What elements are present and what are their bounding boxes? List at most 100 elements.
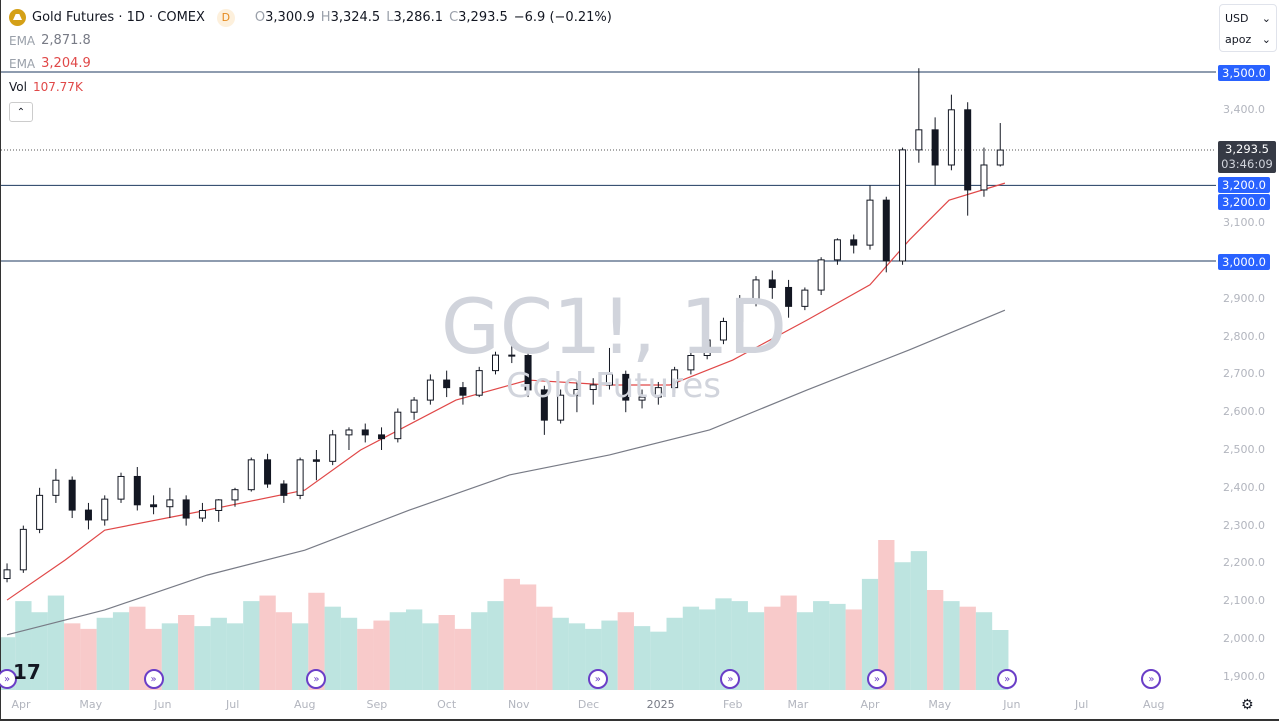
volume-bar — [31, 612, 48, 690]
volume-bar — [129, 606, 146, 690]
candle-down — [931, 129, 939, 166]
candle-down — [280, 483, 288, 496]
candle-down — [84, 509, 92, 521]
unit-select[interactable]: apoz ⌄ — [1225, 33, 1271, 46]
candle-up — [198, 509, 206, 519]
volume-bar — [96, 617, 113, 690]
volume-bar — [487, 601, 504, 690]
time-tick: 2025 — [646, 698, 675, 711]
close-value: 3,293.5 — [458, 10, 508, 25]
economic-event-icon[interactable]: » — [866, 669, 887, 689]
ema-slow-legend[interactable]: EMA 2,871.8 — [9, 33, 91, 48]
volume-bar — [389, 612, 407, 690]
economic-event-icon[interactable]: » — [306, 669, 327, 689]
economic-event-icon[interactable]: » — [0, 669, 18, 689]
candle-up — [703, 339, 711, 357]
volume-bar — [666, 617, 683, 690]
volume-bar — [373, 620, 390, 690]
volume-bar — [699, 609, 716, 690]
ema-fast-legend[interactable]: EMA 3,204.9 — [9, 56, 91, 71]
candle-up — [899, 149, 907, 262]
volume-bar — [633, 626, 651, 690]
volume-bar — [112, 612, 130, 690]
price-tick: 2,400.0 — [1223, 480, 1265, 494]
candle-down — [850, 239, 858, 246]
economic-event-icon[interactable]: » — [1141, 669, 1162, 689]
candle-up — [19, 528, 27, 571]
candle-up — [215, 499, 223, 511]
candle-up — [980, 164, 988, 191]
symbol-title[interactable]: Gold Futures · 1D · COMEX — [32, 10, 205, 25]
chart-legend: Gold Futures · 1D · COMEX D O 3,300.9 H 3,… — [9, 6, 612, 122]
volume-bar — [422, 623, 439, 690]
candle-down — [378, 434, 386, 440]
settings-icon[interactable]: ⚙ — [1241, 697, 1254, 713]
price-chart[interactable] — [1, 0, 1216, 690]
time-tick: Feb — [723, 698, 743, 711]
volume-bar — [715, 598, 732, 690]
economic-event-icon[interactable]: » — [587, 669, 608, 689]
price-tick: 2,500.0 — [1223, 443, 1265, 456]
candle-up — [752, 279, 760, 301]
collapse-legend-button[interactable]: ⌃ — [9, 102, 33, 122]
economic-event-icon[interactable]: » — [997, 669, 1018, 689]
volume-bar — [438, 615, 455, 690]
price-tick: 1,900.0 — [1223, 669, 1265, 683]
candle-down — [964, 109, 972, 191]
time-tick: Mar — [787, 698, 809, 711]
candle-up — [605, 373, 613, 386]
candle-down — [312, 459, 320, 462]
price-tick: 2,000.0 — [1223, 632, 1265, 645]
economic-event-icon[interactable]: » — [720, 669, 741, 689]
volume-bar — [503, 578, 520, 690]
hline-tag-3500: 3,500.0 — [1218, 65, 1270, 81]
candle-up — [589, 384, 597, 391]
volume-bar — [568, 623, 586, 690]
time-tick: May — [928, 698, 952, 711]
ema-fast-line — [6, 182, 1006, 601]
name-watermark: Gold Futures — [506, 366, 721, 406]
candle-up — [345, 429, 353, 436]
volume-bar — [47, 595, 65, 690]
candle-down — [459, 387, 467, 396]
low-value: 3,286.1 — [393, 10, 444, 25]
candle-up — [687, 355, 695, 371]
economic-event-icon[interactable]: » — [143, 669, 164, 689]
volume-bar — [796, 612, 814, 690]
volume-bar — [878, 540, 895, 690]
ema-tag: 3,200.0 — [1218, 194, 1270, 210]
volume-bar — [292, 623, 309, 690]
gold-logo-icon — [9, 9, 26, 26]
candle-up — [557, 394, 565, 421]
candle-up — [492, 354, 500, 372]
candle-up — [719, 320, 727, 341]
change-value: −6.9 (−0.21%) — [513, 10, 612, 25]
candle-up — [833, 239, 841, 261]
candle-up — [638, 396, 646, 401]
interval-badge[interactable]: D — [216, 8, 235, 27]
volume-bar — [275, 612, 293, 690]
candle-down — [768, 279, 776, 288]
candle-up — [475, 370, 483, 396]
candle-up — [296, 459, 304, 496]
price-tick: 2,300.0 — [1223, 518, 1265, 532]
candle-up — [573, 389, 581, 396]
time-tick: Oct — [437, 698, 457, 711]
price-tick: 2,600.0 — [1223, 405, 1265, 419]
time-tick: Jun — [154, 698, 172, 711]
candle-up — [247, 459, 255, 491]
candle-down — [182, 499, 190, 519]
volume-bar — [357, 628, 374, 690]
last-price-tag: 3,293.5 03:46:09 — [1218, 141, 1276, 173]
candle-down — [785, 286, 793, 307]
volume-bar — [80, 628, 97, 690]
candle-down — [882, 199, 890, 262]
volume-legend[interactable]: Vol 107.77K — [9, 79, 83, 94]
hline-tag-3200: 3,200.0 — [1218, 177, 1270, 193]
price-tick: 2,800.0 — [1223, 329, 1265, 343]
symbol-watermark: GC1!, 1D — [441, 282, 787, 371]
volume-bar — [226, 623, 244, 690]
volume-bar — [780, 595, 797, 690]
currency-select[interactable]: USD ⌄ — [1225, 12, 1271, 25]
price-tick: 3,100.0 — [1223, 216, 1265, 230]
